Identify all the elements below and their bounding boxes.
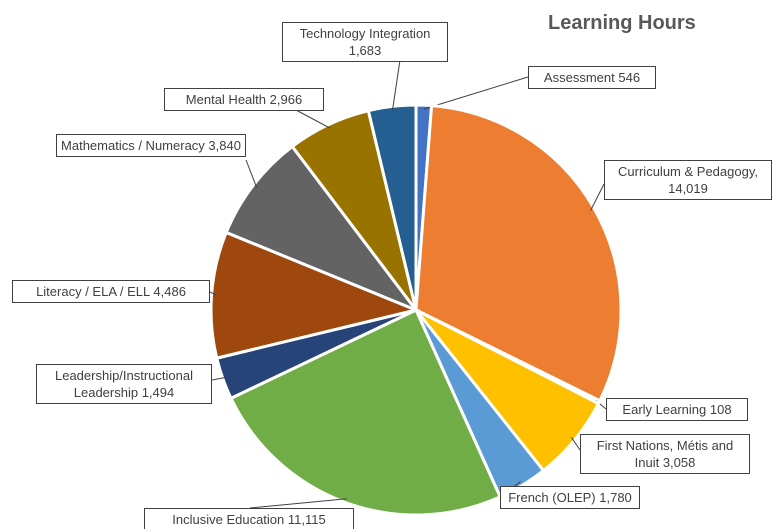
data-label: Mental Health 2,966	[164, 88, 324, 111]
label-category: Curriculum & Pedagogy,	[618, 164, 758, 179]
label-category: First Nations, Métis and Inuit	[596, 438, 734, 470]
pie-slice	[366, 103, 418, 311]
label-category: Early Learning	[622, 402, 707, 417]
label-category: Mathematics / Numeracy	[61, 138, 205, 153]
label-value: 14,019	[668, 181, 708, 196]
pie-slice	[224, 144, 421, 314]
label-value: 3,058	[662, 455, 696, 470]
label-value: 546	[618, 70, 641, 85]
label-value: 1,494	[141, 385, 175, 400]
data-label: First Nations, Métis and Inuit 3,058	[580, 434, 750, 474]
data-label: French (OLEP) 1,780	[500, 486, 640, 509]
label-category: Leadership/Instructional Leadership	[54, 368, 194, 400]
leader-line	[245, 159, 258, 188]
data-label: Mathematics / Numeracy 3,840	[56, 134, 246, 157]
chart-title: Learning Hours	[548, 12, 696, 34]
leader-line	[295, 109, 331, 129]
label-value: 3,840	[208, 138, 241, 153]
label-value: 1,780	[599, 490, 632, 505]
pie-slice	[414, 103, 623, 403]
pie-slice	[209, 230, 421, 360]
label-value: 4,486	[153, 284, 186, 299]
label-value: 11,115	[287, 512, 326, 527]
label-category: French (OLEP)	[508, 490, 596, 505]
leader-line	[211, 376, 227, 381]
label-value: 1,683	[348, 43, 382, 58]
data-label: Early Learning 108	[606, 398, 748, 421]
leader-line	[571, 437, 581, 451]
label-category: Mental Health	[185, 92, 267, 107]
data-label: Curriculum & Pedagogy, 14,019	[604, 160, 772, 200]
label-category: Inclusive Education	[172, 512, 285, 527]
label-value: 2,966	[269, 92, 303, 107]
leader-line	[590, 183, 605, 211]
leader-line	[209, 291, 216, 296]
label-category: Literacy / ELA / ELL	[36, 284, 150, 299]
data-label: Literacy / ELA / ELL 4,486	[12, 280, 210, 303]
leader-line	[249, 498, 347, 509]
data-label: Technology Integration 1,683	[282, 22, 448, 62]
data-label: Inclusive Education 11,115	[144, 508, 354, 529]
leader-line	[423, 76, 529, 110]
label-category: Technology Integration	[299, 26, 431, 41]
label-value: 108	[709, 402, 732, 417]
pie-slice	[228, 307, 503, 517]
data-label: Leadership/Instructional Leadership 1,49…	[36, 364, 212, 404]
leader-line	[391, 59, 401, 111]
data-label: Assessment 546	[528, 66, 656, 89]
label-category: Assessment	[543, 70, 615, 85]
